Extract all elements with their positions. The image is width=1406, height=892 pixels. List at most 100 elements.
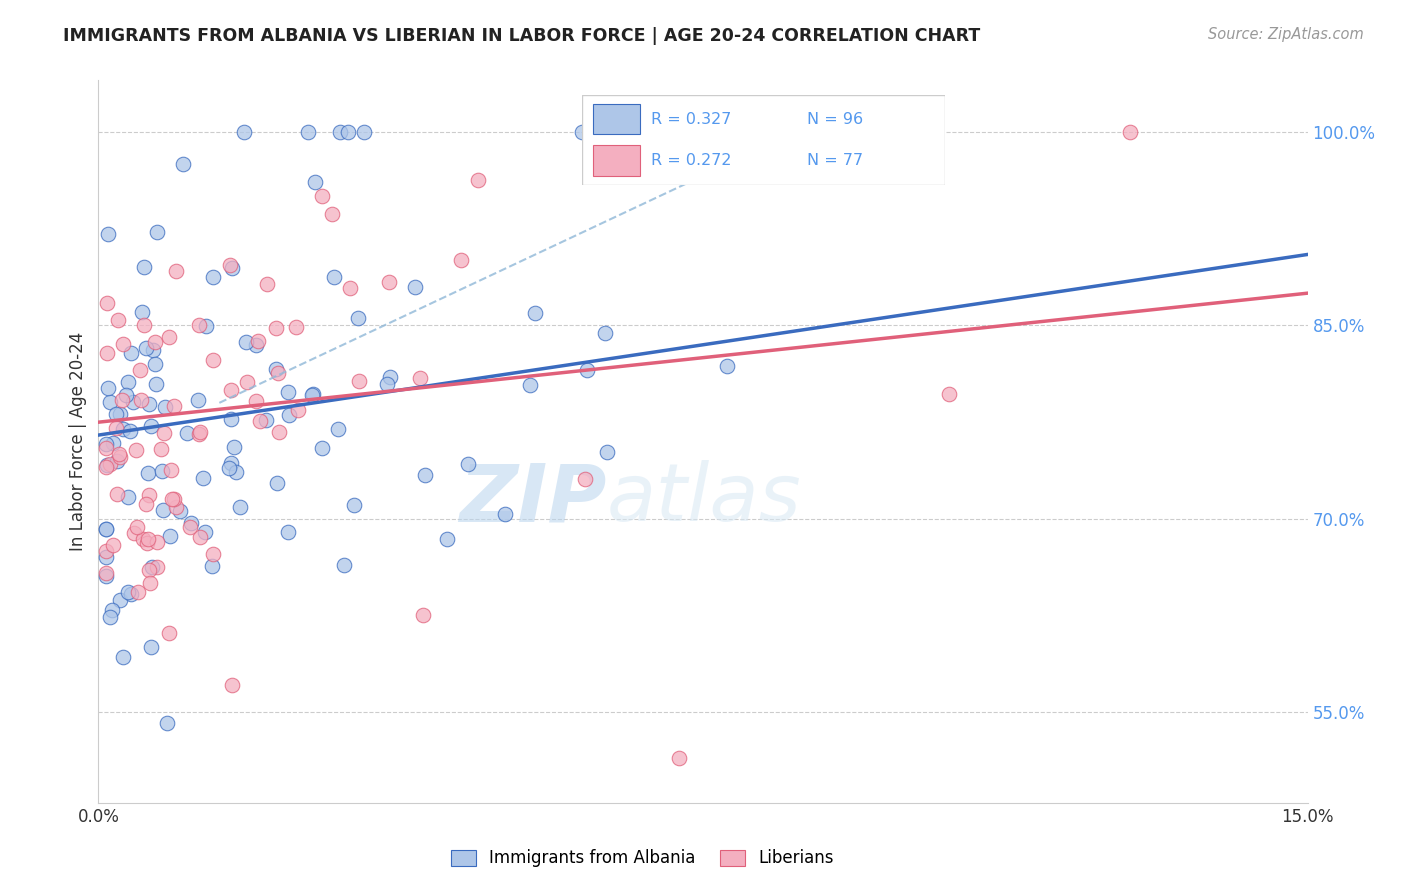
Point	[120, 424, 142, 438]
Point	[145, 357, 167, 371]
Point	[219, 456, 242, 470]
Point	[141, 560, 163, 574]
Point	[129, 392, 152, 407]
Point	[127, 585, 149, 599]
Point	[408, 370, 430, 384]
Point	[96, 522, 118, 536]
Point	[96, 550, 118, 565]
Point	[97, 227, 120, 241]
Point	[136, 532, 159, 546]
Point	[322, 270, 344, 285]
Point	[125, 519, 148, 533]
Point	[131, 305, 153, 319]
Point	[225, 466, 247, 480]
Point	[132, 533, 155, 547]
Point	[105, 454, 128, 468]
Point	[101, 603, 124, 617]
Y-axis label: In Labor Force | Age 20-24: In Labor Force | Age 20-24	[69, 332, 87, 551]
Point	[150, 442, 173, 456]
Point	[125, 443, 148, 458]
Point	[193, 471, 215, 485]
Point	[457, 457, 479, 471]
Point	[219, 412, 242, 426]
Point	[202, 547, 225, 561]
Point	[139, 640, 162, 654]
Point	[160, 491, 183, 506]
Legend: Immigrants from Albania, Liberians: Immigrants from Albania, Liberians	[444, 843, 841, 874]
Point	[112, 650, 135, 665]
Point	[218, 460, 240, 475]
Point	[103, 436, 125, 450]
Point	[142, 343, 165, 357]
Point	[105, 421, 128, 435]
Point	[96, 296, 118, 310]
Point	[266, 475, 288, 490]
Point	[571, 125, 593, 139]
Point	[278, 408, 301, 422]
Point	[96, 346, 118, 360]
Point	[134, 260, 156, 275]
Point	[412, 608, 434, 623]
Point	[380, 369, 402, 384]
Point	[138, 562, 160, 576]
Point	[277, 524, 299, 539]
Point	[117, 376, 139, 390]
Point	[180, 516, 202, 531]
Point	[343, 498, 366, 512]
Point	[716, 359, 738, 374]
Point	[332, 558, 354, 572]
Point	[254, 413, 277, 427]
Point	[302, 387, 325, 401]
Point	[152, 464, 174, 478]
Point	[120, 345, 142, 359]
Point	[249, 414, 271, 428]
Point	[143, 335, 166, 350]
Point	[138, 466, 160, 480]
Point	[96, 458, 118, 472]
Point	[146, 560, 169, 574]
Point	[105, 407, 128, 421]
Point	[235, 335, 257, 350]
Point	[236, 375, 259, 389]
Point	[269, 425, 291, 439]
Point	[172, 157, 194, 171]
Point	[139, 576, 162, 591]
Point	[108, 450, 131, 465]
Point	[938, 387, 960, 401]
Point	[117, 585, 139, 599]
Point	[232, 125, 254, 139]
Point	[264, 320, 287, 334]
Point	[145, 377, 167, 392]
Text: IMMIGRANTS FROM ALBANIA VS LIBERIAN IN LABOR FORCE | AGE 20-24 CORRELATION CHART: IMMIGRANTS FROM ALBANIA VS LIBERIAN IN L…	[63, 27, 980, 45]
Point	[596, 445, 619, 459]
Point	[110, 408, 132, 422]
Point	[160, 463, 183, 477]
Point	[146, 534, 169, 549]
Point	[165, 263, 187, 277]
Point	[145, 225, 167, 239]
Point	[194, 524, 217, 539]
Point	[157, 329, 180, 343]
Point	[139, 419, 162, 434]
Point	[110, 593, 132, 607]
Point	[112, 422, 135, 436]
Point	[96, 569, 118, 583]
Point	[219, 383, 242, 397]
Point	[353, 125, 375, 139]
Text: ZIP: ZIP	[458, 460, 606, 539]
Point	[111, 393, 134, 408]
Point	[96, 544, 118, 558]
Point	[328, 421, 350, 435]
Point	[574, 472, 596, 486]
Point	[135, 536, 157, 550]
Point	[153, 400, 176, 414]
Point	[105, 487, 128, 501]
Point	[169, 504, 191, 518]
Point	[246, 334, 269, 348]
Point	[122, 525, 145, 540]
Point	[245, 394, 267, 409]
Point	[120, 587, 142, 601]
Point	[152, 503, 174, 517]
Point	[311, 441, 333, 455]
Point	[96, 441, 118, 455]
